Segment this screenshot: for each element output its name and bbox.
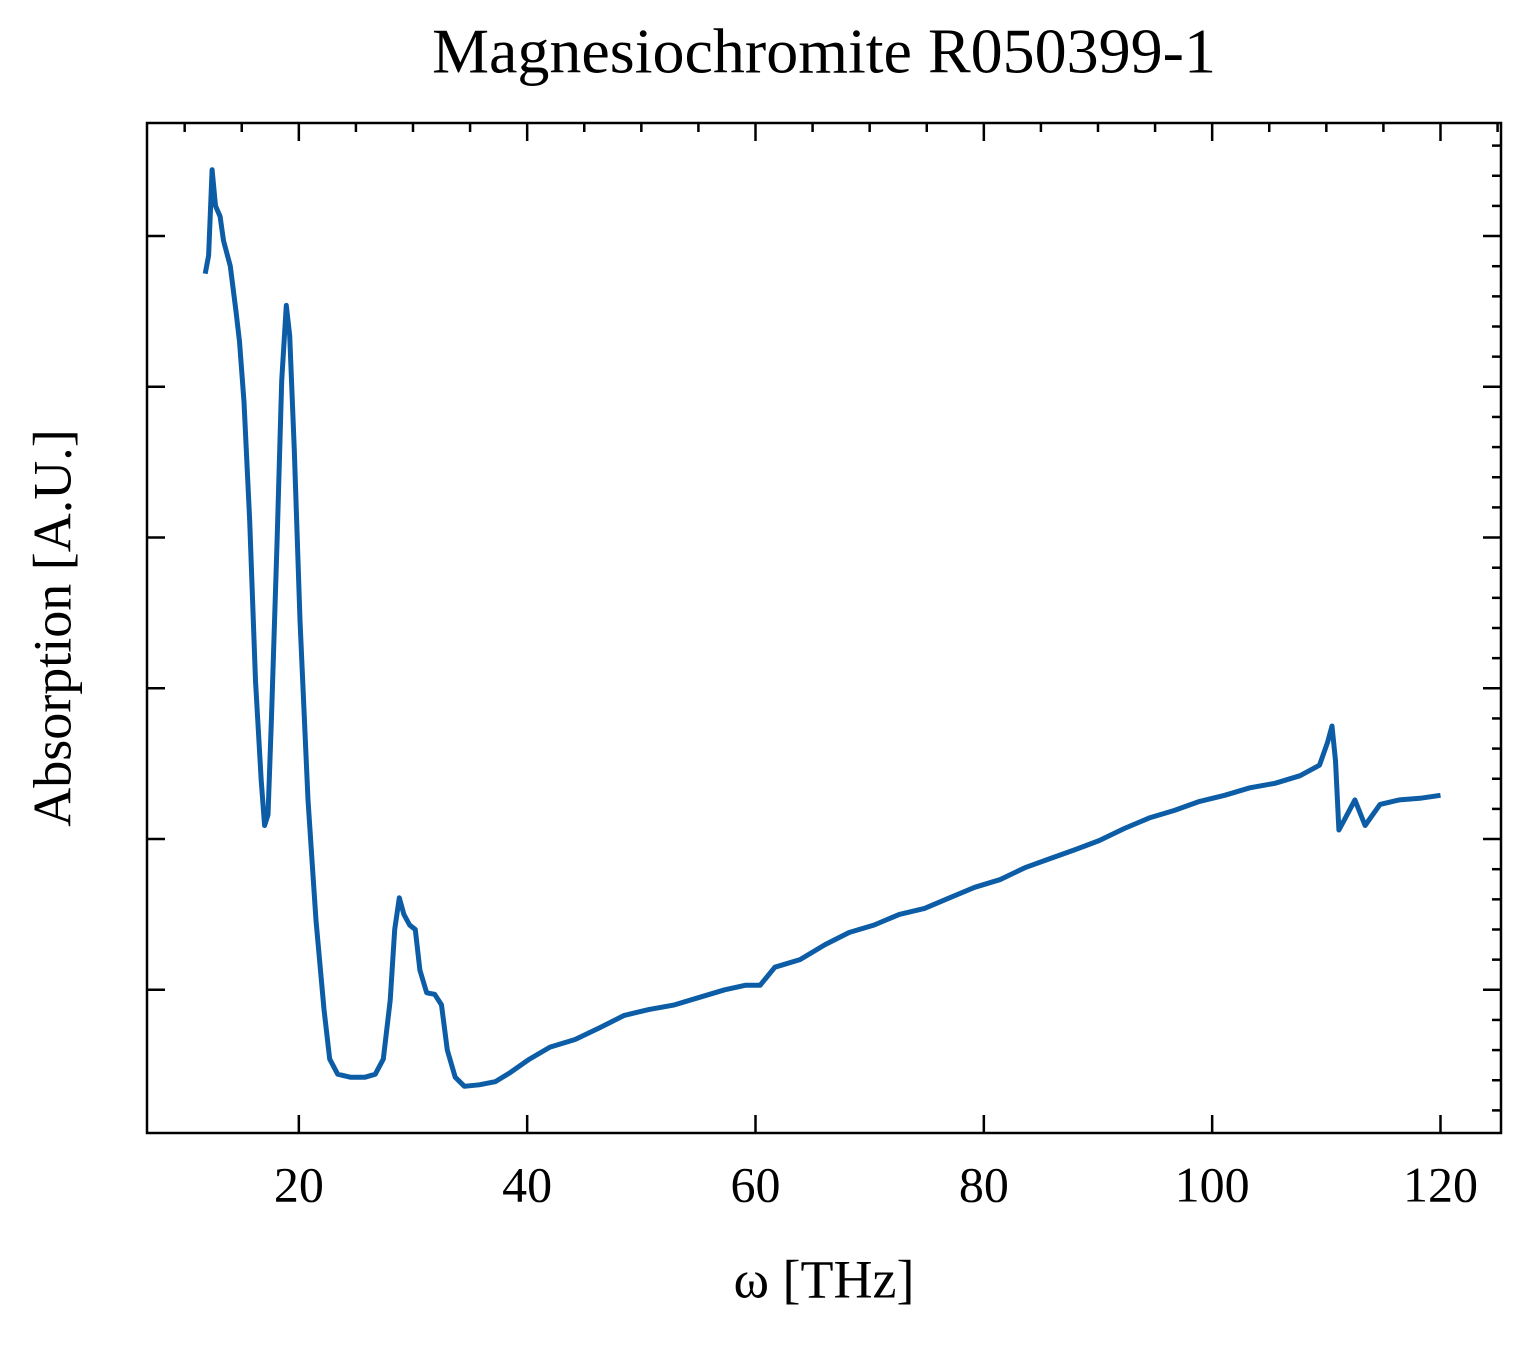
- x-tick-label: 20: [274, 1156, 324, 1212]
- y-axis-label: Absorption [A.U.]: [22, 429, 82, 826]
- plot-frame: [145, 121, 1503, 1135]
- data-line: [202, 167, 1441, 1089]
- x-tick-label: 100: [1175, 1156, 1250, 1212]
- x-tick-label: 60: [731, 1156, 781, 1212]
- chart-title: Magnesiochromite R050399-1: [432, 16, 1216, 87]
- x-tick-label: 120: [1403, 1156, 1478, 1212]
- x-tick-label: 40: [502, 1156, 552, 1212]
- x-axis-label: ω [THz]: [734, 1249, 915, 1309]
- x-tick-label: 80: [959, 1156, 1009, 1212]
